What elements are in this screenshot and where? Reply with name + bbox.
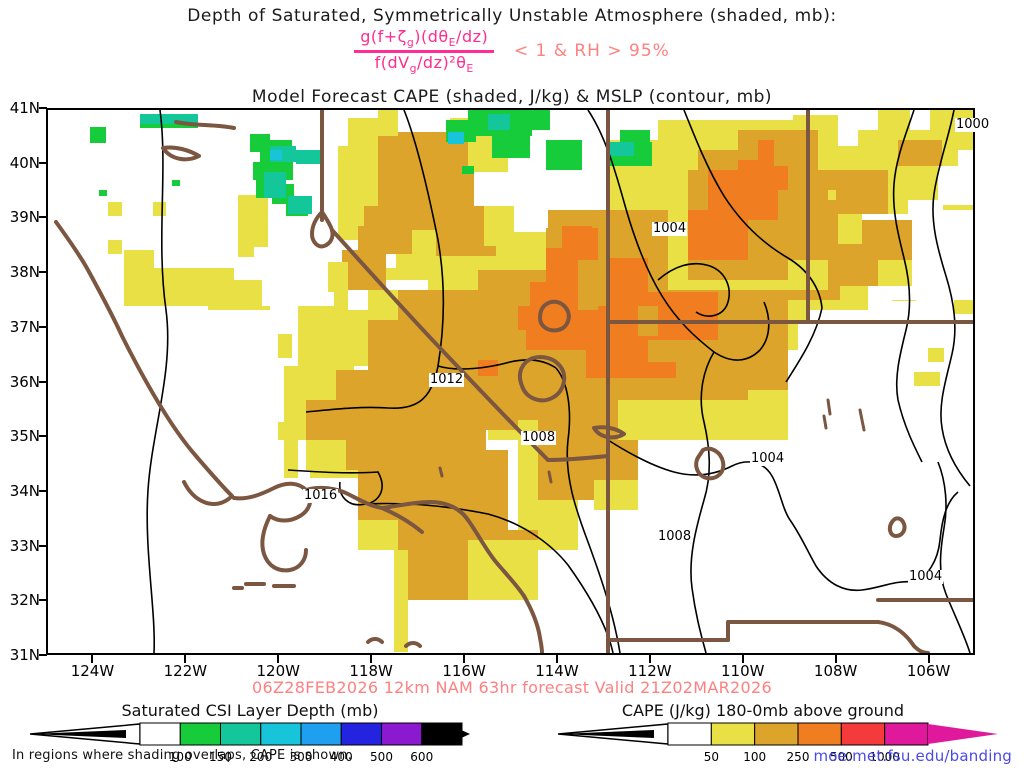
colorbar-segment [139,722,181,746]
colorbar-segment [220,722,262,746]
colorbar-cape-ticks: 50 100 250 500 1000 [558,750,998,766]
formula-numerator: g(f+ζg)(dθE/dz) [360,27,489,50]
colorbar-segment [179,722,221,746]
formula-condition: < 1 & RH > 95% [513,41,670,62]
lat-tickmark [39,435,47,438]
contour-label-1004: 1004 [652,221,688,236]
fraction-bar [354,49,495,53]
lon-tick-108W: 108W [813,662,858,680]
contour-label-1012: 1012 [429,372,465,387]
lon-tick-120W: 120W [256,662,300,680]
formula-denominator: f(dVg/dz)²θE [374,52,474,76]
colorbar-segment [260,722,302,746]
colorbar-csi-graphic [29,722,470,746]
lon-tickmark [91,655,94,663]
csi-shading-cyan [270,132,464,160]
lon-tickmark [834,655,837,663]
contour-label-1004: 1004 [908,569,944,584]
lon-tickmark [184,655,187,663]
lat-tickmark [39,271,47,274]
lon-tick-110W: 110W [721,662,765,680]
lat-tickmark [39,489,47,492]
contour-label-1016: 1016 [303,488,339,503]
state-boundaries [54,110,973,653]
lat-tick-37N: 37N [9,317,40,336]
lon-tick-106W: 106W [906,662,951,680]
colorbar-title-csi: Saturated CSI Layer Depth (mb) [121,701,379,720]
lat-tick-31N: 31N [9,646,40,664]
colorbar-title-cape: CAPE (J/kg) 180-0mb above ground [621,701,905,720]
colorbar-segment [381,722,423,746]
colorbar-segment [754,722,799,746]
criterion-formula: g(f+ζg)(dθE/dz) f(dVg/dz)²θE < 1 & RH > … [0,28,1024,75]
lat-tick-38N: 38N [9,263,40,282]
lat-tickmark [39,325,47,328]
forecast-valid-line: 06Z28FEB2026 12km NAM 63hr forecast Vali… [252,678,772,697]
lat-tick-40N: 40N [9,153,40,172]
colorbar-tick-300: 300 [289,750,313,764]
colorbar-cape[interactable]: 50 100 250 500 1000 [557,722,998,766]
lat-tickmark [39,161,47,164]
subtitle: Model Forecast CAPE (shaded, J/kg) & MSL… [251,87,773,107]
lon-tick-112W: 112W [628,662,672,680]
lat-tick-33N: 33N [9,536,40,555]
lat-tickmark [39,599,47,602]
colorbar-tick-1000: 1000 [869,750,900,764]
colorbar-csi[interactable]: 100 150 200 300 400 500 600 [29,722,470,766]
colorbar-segment [884,722,929,746]
contour-label-1008: 1008 [521,430,557,445]
colorbar-tick-250: 250 [786,750,810,764]
lon-tick-118W: 118W [349,662,393,680]
colorbar-tick-100: 100 [168,750,192,764]
colorbar-tick-400: 400 [329,750,353,764]
source-link[interactable]: moe.met.fsu.edu/banding [813,747,1012,765]
colorbar-tick-150: 150 [209,750,232,764]
colorbar-segment [797,722,842,746]
lat-tick-34N: 34N [9,481,40,500]
lat-tickmark [39,107,47,109]
colorbar-cape-graphic [557,722,998,746]
colorbar-segment [340,722,382,746]
lon-tickmark [927,655,930,663]
lat-tick-35N: 35N [9,427,40,446]
map-graphic [48,110,973,653]
lat-tickmark [39,216,47,219]
mslp-contours [146,110,971,653]
lon-tickmark [555,655,558,663]
lat-tickmark [39,654,47,656]
lon-tickmark [277,655,280,663]
formula-fraction: g(f+ζg)(dθE/dz) f(dVg/dz)²θE [354,27,495,76]
contour-label-1008: 1008 [657,529,693,544]
contour-label-1004: 1004 [750,451,786,466]
lat-tick-36N: 36N [9,372,40,391]
colorbar-csi-ticks: 100 150 200 300 400 500 600 [30,750,470,766]
lon-tick-124W: 124W [70,662,115,680]
lon-tick-116W: 116W [442,662,486,680]
lat-tick-41N: 41N [9,99,40,117]
lon-tickmark [648,655,651,663]
lat-tick-39N: 39N [9,208,40,227]
lat-tickmark [39,380,47,383]
colorbar-segment [710,722,756,746]
colorbar-tick-100: 100 [743,750,767,764]
colorbar-segment [667,722,712,746]
lon-tickmark [370,655,373,663]
lon-tick-122W: 122W [163,662,208,680]
map-plot-area[interactable] [46,108,975,655]
colorbar-tick-500: 500 [829,750,853,764]
lon-tickmark [741,655,744,663]
colorbar-tick-50: 50 [703,750,719,764]
lon-tickmark [463,655,466,663]
colorbar-tick-200: 200 [249,750,273,764]
lat-tick-32N: 32N [9,591,40,610]
colorbar-segment [840,722,886,746]
lon-tick-114W: 114W [535,662,579,680]
colorbar-segment [300,722,342,746]
lat-tickmark [39,544,47,547]
colorbar-tick-500: 500 [370,750,393,764]
page-title: Depth of Saturated, Symmetrically Unstab… [187,6,837,26]
contour-label-1000: 1000 [955,117,991,132]
colorbar-tick-600: 600 [410,750,434,764]
overlap-note: In regions where shading overlaps, CAPE … [12,748,353,763]
